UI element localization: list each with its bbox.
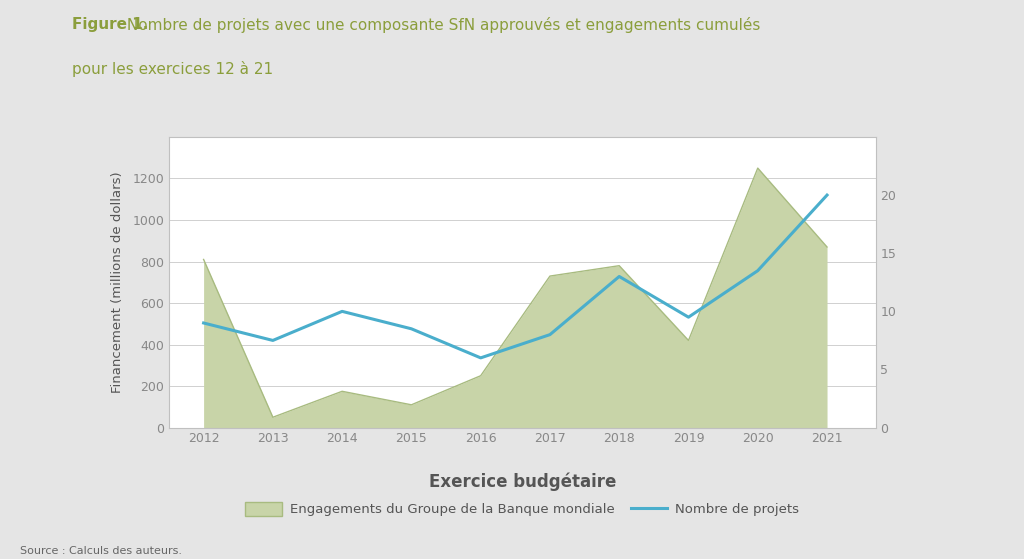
- Y-axis label: Financement (millions de dollars): Financement (millions de dollars): [111, 172, 124, 393]
- Text: Figure 1.: Figure 1.: [72, 17, 148, 32]
- Legend: Engagements du Groupe de la Banque mondiale, Nombre de projets: Engagements du Groupe de la Banque mondi…: [240, 497, 805, 522]
- Text: Nombre de projets avec une composante SfN approuvés et engagements cumulés: Nombre de projets avec une composante Sf…: [123, 17, 761, 33]
- Text: Source : Calculs des auteurs.: Source : Calculs des auteurs.: [20, 546, 182, 556]
- Text: Exercice budgétaire: Exercice budgétaire: [429, 472, 615, 491]
- Text: pour les exercices 12 à 21: pour les exercices 12 à 21: [72, 61, 272, 78]
